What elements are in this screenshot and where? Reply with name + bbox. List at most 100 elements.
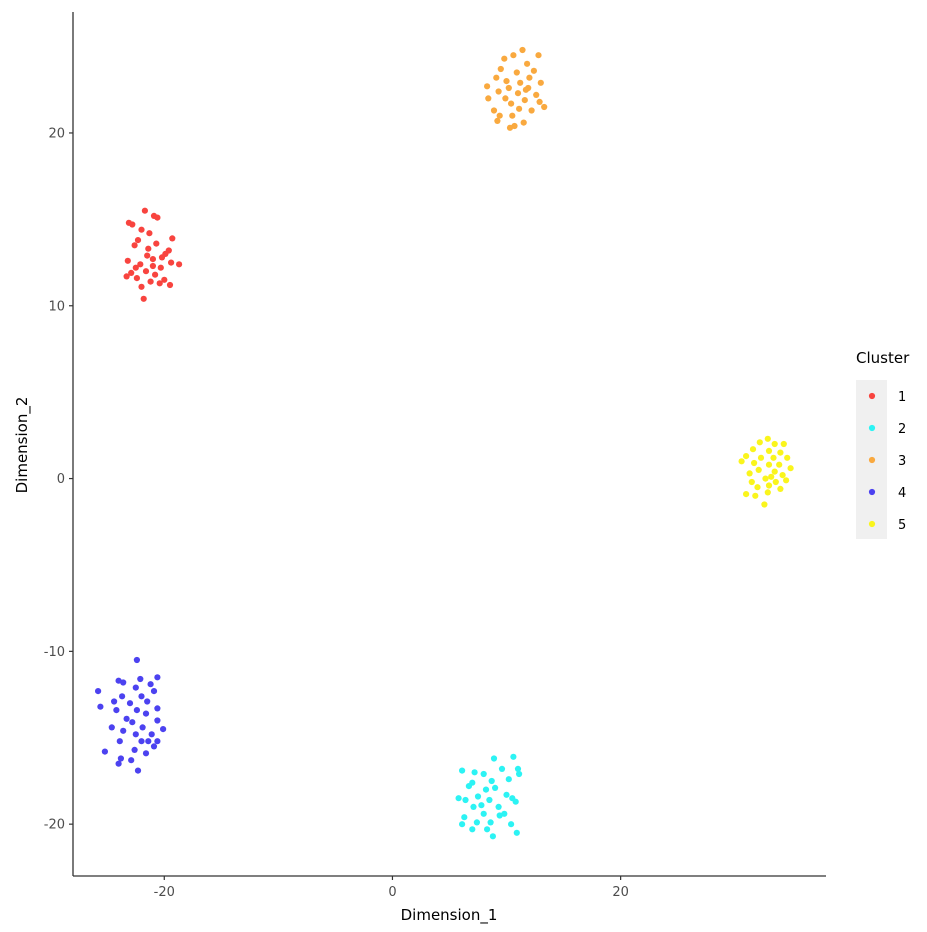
cluster-2-point — [486, 796, 493, 804]
cluster-4-point — [154, 738, 161, 745]
legend-key-cluster-3 — [868, 456, 876, 464]
legend-key-cluster-1 — [868, 392, 876, 400]
cluster-5-point — [779, 472, 786, 479]
cluster-2-point — [462, 796, 469, 804]
cluster-5-point — [738, 458, 745, 465]
cluster-4-point — [144, 698, 151, 705]
cluster-4-point — [123, 715, 130, 722]
cluster-1-point — [128, 269, 135, 276]
cluster-1-point — [144, 252, 151, 259]
cluster-1-point — [138, 226, 145, 233]
cluster-4-point — [119, 693, 126, 700]
cluster-1-point — [162, 250, 169, 257]
cluster-3-point — [526, 74, 533, 81]
cluster-4-point — [95, 688, 102, 695]
cluster-2-point — [461, 814, 468, 821]
cluster-2-point — [471, 769, 478, 776]
cluster-4-point — [138, 693, 145, 700]
cluster-2-point — [503, 791, 510, 798]
cluster-3-point — [485, 95, 492, 102]
cluster-5-point — [764, 489, 771, 496]
legend-key-cluster-5 — [868, 520, 876, 528]
cluster-5-point — [772, 478, 779, 486]
cluster-4-point — [148, 731, 155, 738]
cluster-4-point — [115, 760, 122, 767]
legend-key-cluster-2 — [868, 424, 876, 432]
cluster-3-point — [493, 74, 500, 81]
cluster-1-point — [146, 230, 153, 237]
legend: Cluster 1 2 3 4 5 — [856, 349, 910, 539]
cluster-1-point — [142, 268, 150, 275]
cluster-2-point — [510, 753, 517, 760]
cluster-1-point — [161, 276, 168, 283]
y-tick-label: 10 — [48, 299, 65, 314]
cluster-1-point — [145, 245, 152, 252]
legend-key-cluster-4 — [868, 488, 876, 496]
cluster-4-point — [147, 681, 154, 688]
cluster-3-point — [535, 52, 542, 59]
legend-title: Cluster — [856, 349, 910, 367]
cluster-5-point — [749, 446, 757, 453]
cluster-4-point — [132, 684, 139, 691]
cluster-1-point — [153, 240, 160, 247]
cluster-1-point — [124, 257, 131, 264]
cluster-2-point — [513, 829, 520, 836]
cluster-1-point — [176, 261, 183, 268]
cluster-3-point — [509, 112, 516, 119]
cluster-5-point — [771, 468, 778, 475]
cluster-1-point — [129, 221, 136, 228]
cluster-4-point — [150, 743, 158, 750]
cluster-5-point — [771, 440, 778, 448]
cluster-4-point — [120, 727, 127, 734]
cluster-5-point — [768, 473, 775, 480]
cluster-3-point — [510, 52, 517, 59]
cluster-4-point — [142, 750, 150, 757]
cluster-3-point — [541, 103, 548, 111]
cluster-3-point — [497, 65, 504, 73]
cluster-2-point — [484, 826, 491, 833]
cluster-1-point — [133, 275, 140, 282]
cluster-5-point — [743, 491, 750, 498]
cluster-4-point — [138, 738, 145, 745]
cluster-2-point — [487, 819, 494, 826]
cluster-4-point — [129, 719, 136, 726]
cluster-3-point — [528, 107, 535, 114]
cluster-5-point — [776, 461, 783, 468]
cluster-1-point — [154, 214, 161, 221]
x-axis-ticks: -20 0 20 — [154, 876, 629, 900]
cluster-3-point — [508, 100, 515, 107]
cluster-3-point — [514, 90, 522, 97]
cluster-1-point — [157, 264, 164, 271]
cluster-2-point — [455, 795, 462, 802]
cluster-5-point — [755, 466, 762, 473]
cluster-2-point — [508, 821, 515, 828]
cluster-1-point — [149, 262, 156, 270]
cluster-4-point — [142, 710, 150, 717]
cluster-4-point — [116, 738, 123, 745]
cluster-4-point — [133, 656, 140, 664]
cluster-1-point — [134, 237, 142, 244]
cluster-3-point — [496, 112, 503, 119]
cluster-3-point — [533, 91, 540, 98]
x-axis-title: Dimension_1 — [401, 906, 498, 925]
cluster-1-point — [141, 207, 148, 214]
cluster-1-point — [166, 281, 174, 289]
cluster-4-point — [132, 731, 139, 738]
cluster-4-point — [128, 757, 135, 764]
cluster-4-point — [154, 717, 161, 724]
cluster-5-point — [787, 465, 794, 472]
cluster-3-point — [517, 79, 524, 86]
cluster-2-point — [474, 793, 482, 800]
cluster-4-point — [101, 748, 108, 755]
cluster-2-point — [480, 770, 487, 778]
cluster-3-point — [536, 98, 543, 105]
cluster-3-point — [506, 124, 514, 131]
cluster-4-point — [150, 688, 158, 695]
cluster-2-point — [459, 767, 466, 774]
cluster-3-point — [516, 105, 523, 112]
cluster-4-point — [133, 707, 140, 714]
cluster-1-point — [156, 280, 163, 287]
cluster-3-point — [490, 107, 498, 114]
x-tick-label: -20 — [154, 885, 175, 900]
cluster-1-point — [147, 278, 154, 285]
